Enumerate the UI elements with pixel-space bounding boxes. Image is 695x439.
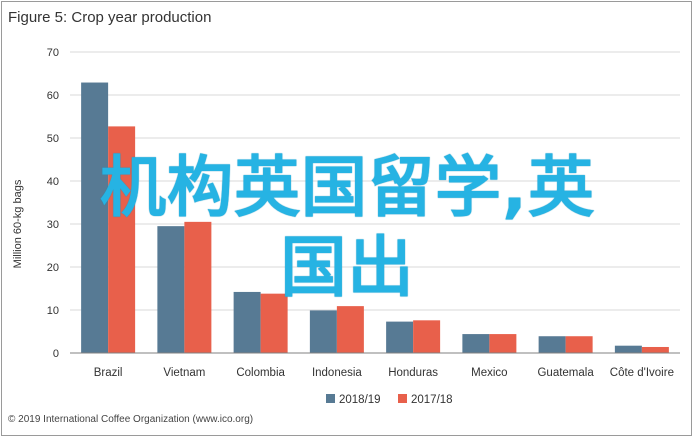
bar-series-1 — [614, 345, 642, 353]
y-tick-label: 60 — [47, 90, 59, 102]
bar-series-2 — [260, 293, 288, 353]
legend-swatch — [398, 394, 407, 403]
legend-label: 2017/18 — [411, 394, 453, 406]
x-tick-label: Guatemala — [537, 367, 594, 379]
bars — [81, 82, 669, 353]
x-tick-label: Colombia — [236, 367, 285, 379]
bar-series-2 — [489, 334, 517, 353]
y-axis-label: Million 60-kg bags — [12, 179, 24, 268]
x-tick-label: Côte d'Ivoire — [610, 367, 674, 379]
y-tick-label: 10 — [47, 305, 59, 317]
x-tick-labels: Brazil Vietnam Colombia Indonesia Honduras Me… — [94, 367, 674, 379]
x-tick-label: Brazil — [94, 367, 123, 379]
bar-series-1 — [233, 291, 261, 353]
y-tick-labels: 0 10 20 30 40 50 60 70 — [47, 47, 59, 360]
y-tick-label: 20 — [47, 262, 59, 274]
bar-series-1 — [81, 82, 109, 353]
bar-series-2 — [413, 320, 441, 353]
y-tick-label: 0 — [53, 348, 59, 360]
copyright-note: © 2019 International Coffee Organization… — [8, 414, 254, 425]
y-tick-label: 70 — [47, 47, 59, 59]
x-tick-label: Indonesia — [312, 367, 362, 379]
y-tick-label: 30 — [47, 219, 59, 231]
bar-series-2 — [108, 126, 136, 353]
watermark-text-line-2: 国出 — [280, 229, 415, 306]
watermark-text-line-1: 机构英国留学,英 — [99, 149, 596, 226]
y-tick-label: 40 — [47, 176, 59, 188]
bar-series-1 — [157, 226, 185, 353]
bar-series-2 — [641, 346, 669, 353]
x-tick-label: Mexico — [471, 367, 507, 379]
bar-series-1 — [386, 321, 414, 353]
bar-series-2 — [336, 306, 364, 353]
legend: 2018/19 2017/18 — [326, 394, 453, 406]
legend-swatch — [326, 394, 335, 403]
legend-label: 2018/19 — [339, 394, 381, 406]
bar-series-2 — [184, 221, 212, 353]
bar-series-2 — [565, 336, 593, 353]
bar-series-1 — [538, 336, 566, 353]
bar-series-1 — [309, 310, 337, 353]
x-tick-label: Honduras — [388, 367, 438, 379]
y-tick-label: 50 — [47, 133, 59, 145]
x-tick-label: Vietnam — [163, 367, 205, 379]
bar-series-1 — [462, 334, 490, 353]
chart-title: Figure 5: Crop year production — [8, 9, 212, 26]
